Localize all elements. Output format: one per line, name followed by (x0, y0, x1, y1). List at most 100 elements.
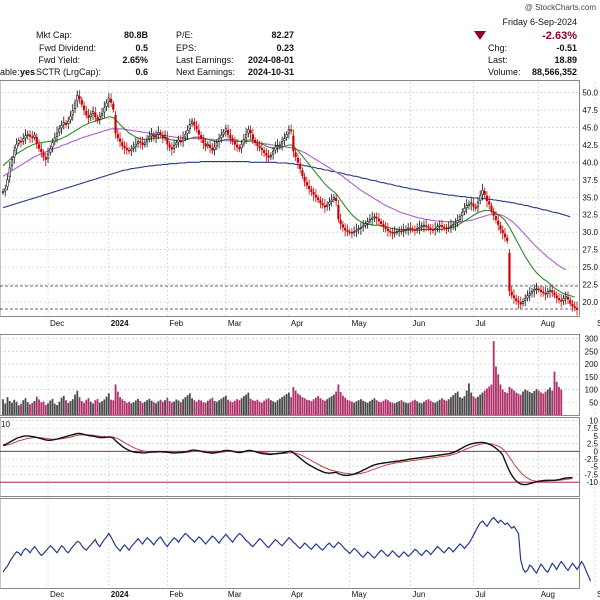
candle-body (13, 150, 16, 158)
candle-body (269, 155, 272, 158)
volume-bar (197, 399, 200, 415)
candle-body (503, 233, 507, 238)
last-label: Last: (488, 55, 508, 65)
candle-body (114, 114, 117, 134)
volume-bar (164, 400, 166, 415)
candle-body (377, 218, 381, 222)
macd-corner-label: 10 (1, 420, 10, 429)
candle-body (321, 203, 324, 206)
volume-bar (177, 400, 180, 415)
candle-body (564, 296, 567, 299)
volume-bar (220, 398, 223, 415)
candle-body (490, 205, 493, 211)
volume-bar (11, 402, 13, 415)
volume-bar (22, 400, 25, 415)
candle-body (24, 135, 27, 139)
pe-value: 82.27 (271, 30, 294, 40)
candle-body (33, 134, 36, 138)
volume-bar (267, 398, 270, 415)
price-x-label: May (352, 319, 367, 328)
candle-body (508, 252, 511, 292)
volume-bar (346, 399, 349, 415)
candle-body (562, 298, 565, 301)
candle-body (395, 231, 399, 233)
volume-bar (504, 392, 506, 415)
candle-body (447, 226, 450, 229)
volume-bar (528, 392, 531, 415)
volume-bar (249, 398, 252, 415)
candle-body (15, 143, 18, 150)
candle-body (69, 115, 72, 121)
candle-body (206, 143, 209, 147)
candle-body (202, 139, 205, 144)
volume-bar (206, 400, 209, 415)
candle-body (440, 225, 444, 227)
volume-bar (20, 403, 22, 415)
volume-bar (204, 402, 207, 415)
candle-body (317, 197, 320, 201)
volume-bar (168, 400, 171, 415)
volume-bar (337, 384, 340, 415)
candle-body (398, 230, 401, 233)
volume-bar (141, 402, 144, 415)
pe-label: P/E: (176, 30, 193, 40)
price-x-label: Sep (597, 319, 600, 328)
candle-body (436, 226, 439, 229)
volume-bar (42, 401, 45, 415)
candle-body (197, 129, 200, 135)
down-triangle-icon (474, 31, 486, 40)
candle-body (199, 135, 203, 139)
volume-bar (486, 388, 488, 415)
volume-bar (438, 399, 441, 415)
candle-body (287, 129, 290, 134)
volume-bar (105, 396, 108, 415)
candle-body (283, 138, 286, 141)
candle-body (143, 142, 146, 145)
volume-bar (8, 400, 11, 415)
candle-body (60, 125, 63, 129)
volume-bar (515, 392, 518, 415)
volume-bar (409, 402, 412, 415)
candle-body (339, 219, 342, 225)
volume-bar (152, 402, 155, 415)
volume-bar (209, 399, 211, 415)
volume-bar (432, 402, 434, 415)
candle-body (526, 295, 529, 299)
volume-bar (508, 386, 511, 415)
last-earnings-value: 2024-08-01 (248, 55, 294, 65)
volume-bar (364, 401, 367, 415)
volume-bar (456, 391, 459, 415)
candle-body (492, 211, 495, 216)
candle-body (98, 115, 101, 120)
volume-bar (188, 393, 191, 415)
candle-body (121, 142, 124, 146)
candle-body (127, 149, 131, 152)
candle-body (64, 122, 68, 125)
volume-bar (495, 366, 497, 415)
next-earnings-value: 2024-10-31 (248, 67, 294, 77)
candle-body (222, 131, 225, 135)
volume-bar (522, 391, 524, 415)
volume-bar (366, 402, 369, 415)
volume-bar (321, 399, 324, 415)
candle-body (177, 139, 180, 143)
candle-body (157, 131, 160, 135)
price-tick-label: 45.0 (582, 123, 598, 132)
volume-bar (195, 401, 198, 415)
volume-bar (553, 371, 556, 415)
volume-bar (157, 401, 160, 415)
volume-bar (396, 402, 398, 415)
volume-bar (398, 401, 401, 415)
candle-body (449, 225, 453, 228)
volume-bar (276, 400, 279, 415)
candle-body (233, 141, 236, 145)
price-tick-label: 32.5 (582, 211, 598, 220)
volume-bar (483, 390, 486, 415)
volume-bar (382, 400, 385, 415)
change-percent: -2.63% (542, 30, 577, 42)
volume-bar (231, 402, 234, 415)
volume-bar (33, 400, 36, 415)
price-tick-label: 20.0 (582, 298, 598, 307)
candle-body (344, 227, 347, 231)
